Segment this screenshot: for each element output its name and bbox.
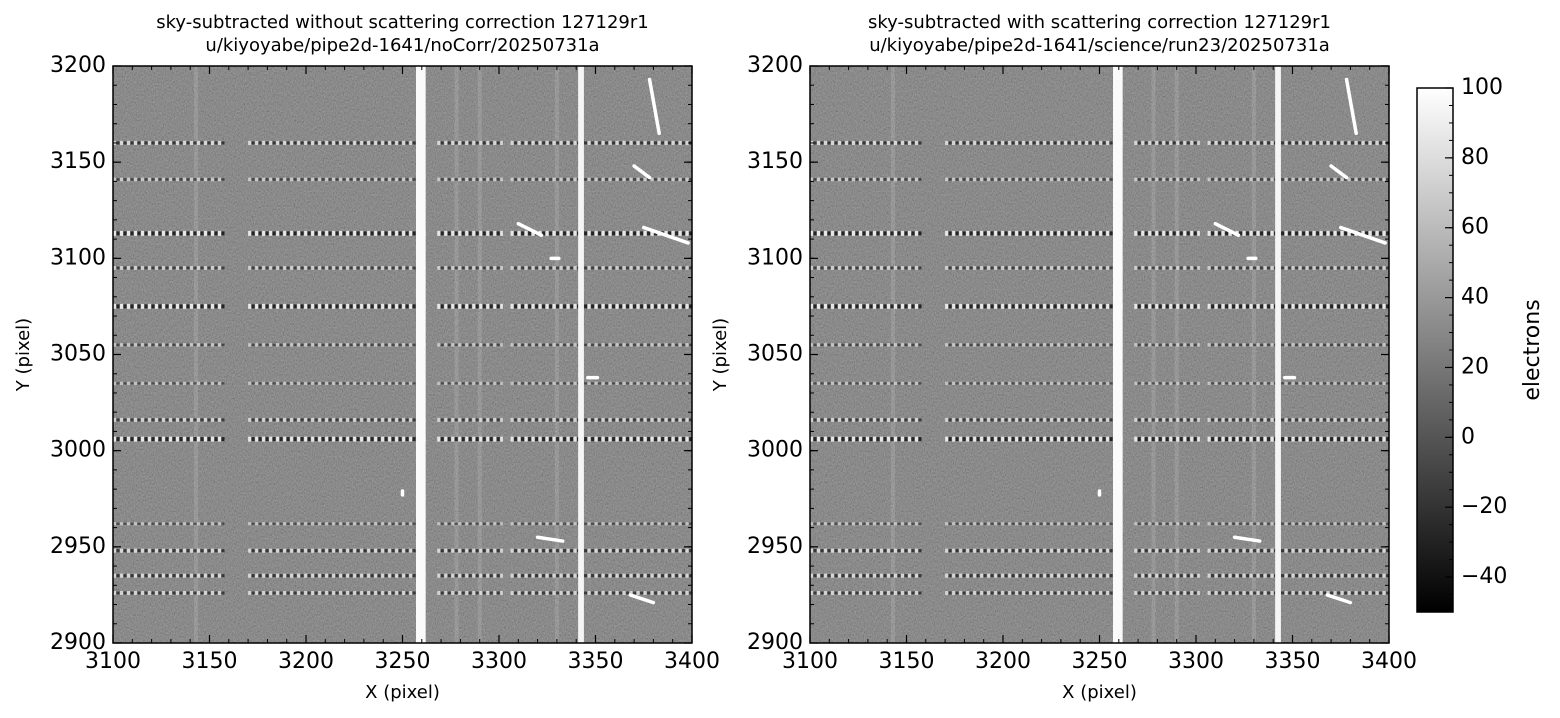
- cosmic-ray: [1329, 164, 1349, 180]
- y-tick-label: 3050: [50, 342, 106, 367]
- plot-frame: [112, 65, 693, 644]
- y-tick-label: 2950: [747, 534, 803, 559]
- x-tick-label: 3400: [1361, 649, 1417, 674]
- cosmic-ray: [1213, 221, 1241, 238]
- cosmic-ray: [1232, 535, 1262, 543]
- image-noise: [113, 66, 692, 643]
- y-tick-label: 3000: [50, 438, 106, 463]
- cosmic-ray: [647, 77, 661, 136]
- x-axis-label: X (pixel): [1062, 682, 1137, 703]
- x-tick-label: 3100: [782, 649, 838, 674]
- x-tick-label: 3250: [375, 649, 431, 674]
- x-tick-label: 3350: [1265, 649, 1321, 674]
- colorbar-label: electrons: [1520, 299, 1545, 400]
- plot-frame: [809, 65, 1390, 644]
- cosmic-ray: [1344, 77, 1358, 136]
- faint-column: [554, 66, 559, 643]
- faint-column: [1151, 66, 1156, 643]
- colorbar: [1416, 87, 1454, 613]
- colorbar-tick-label: 60: [1461, 215, 1489, 240]
- chart-subtitle: u/kiyoyabe/pipe2d-1641/noCorr/20250731a: [205, 35, 599, 56]
- y-tick-label: 3050: [747, 342, 803, 367]
- x-tick-label: 3100: [85, 649, 141, 674]
- chart-title: sky-subtracted with scattering correctio…: [868, 12, 1331, 33]
- cosmic-ray: [1325, 593, 1353, 605]
- y-axis-label: Y (pixel): [710, 318, 731, 392]
- colorbar-tick-label: −20: [1461, 494, 1507, 519]
- image-noise: [810, 66, 1389, 643]
- cosmic-ray: [1339, 225, 1387, 245]
- x-tick-label: 3300: [1168, 649, 1224, 674]
- y-tick-label: 2900: [50, 630, 106, 655]
- faint-column: [890, 66, 895, 643]
- x-axis-label: X (pixel): [365, 682, 440, 703]
- bright-column: [1275, 66, 1281, 643]
- colorbar-tick-label: 40: [1461, 285, 1489, 310]
- chart-title: sky-subtracted without scattering correc…: [156, 12, 648, 33]
- x-tick-label: 3250: [1072, 649, 1128, 674]
- cosmic-ray: [628, 593, 656, 605]
- bright-column: [578, 66, 584, 643]
- cosmic-ray: [516, 221, 544, 238]
- bright-column: [416, 66, 426, 643]
- x-tick-label: 3300: [471, 649, 527, 674]
- y-tick-label: 3200: [747, 53, 803, 78]
- y-tick-label: 3000: [747, 438, 803, 463]
- colorbar-tick-label: 80: [1461, 145, 1489, 170]
- y-tick-label: 3100: [747, 245, 803, 270]
- y-tick-label: 3200: [50, 53, 106, 78]
- y-tick-label: 3100: [50, 245, 106, 270]
- cosmic-ray: [642, 225, 690, 245]
- chart-subtitle: u/kiyoyabe/pipe2d-1641/science/run23/202…: [869, 35, 1330, 56]
- x-tick-label: 3350: [568, 649, 624, 674]
- x-tick-label: 3200: [278, 649, 334, 674]
- x-tick-label: 3200: [975, 649, 1031, 674]
- colorbar-tick-label: −40: [1461, 564, 1507, 589]
- faint-column: [454, 66, 459, 643]
- colorbar-tick-label: 100: [1461, 75, 1503, 100]
- y-tick-label: 3150: [747, 149, 803, 174]
- cosmic-ray: [535, 535, 565, 543]
- x-tick-label: 3400: [664, 649, 720, 674]
- y-tick-label: 2950: [50, 534, 106, 559]
- bright-column: [1113, 66, 1123, 643]
- faint-column: [193, 66, 198, 643]
- x-tick-label: 3150: [879, 649, 935, 674]
- y-tick-label: 3150: [50, 149, 106, 174]
- y-tick-label: 2900: [747, 630, 803, 655]
- colorbar-tick-label: 20: [1461, 354, 1489, 379]
- plot-area: [810, 66, 1389, 643]
- colorbar-tick-label: 0: [1461, 424, 1475, 449]
- cosmic-ray: [632, 164, 652, 180]
- plot-area: [113, 66, 692, 643]
- faint-column: [477, 66, 482, 643]
- faint-column: [1251, 66, 1256, 643]
- faint-column: [1174, 66, 1179, 643]
- y-axis-label: Y (pixel): [13, 318, 34, 392]
- x-tick-label: 3150: [182, 649, 238, 674]
